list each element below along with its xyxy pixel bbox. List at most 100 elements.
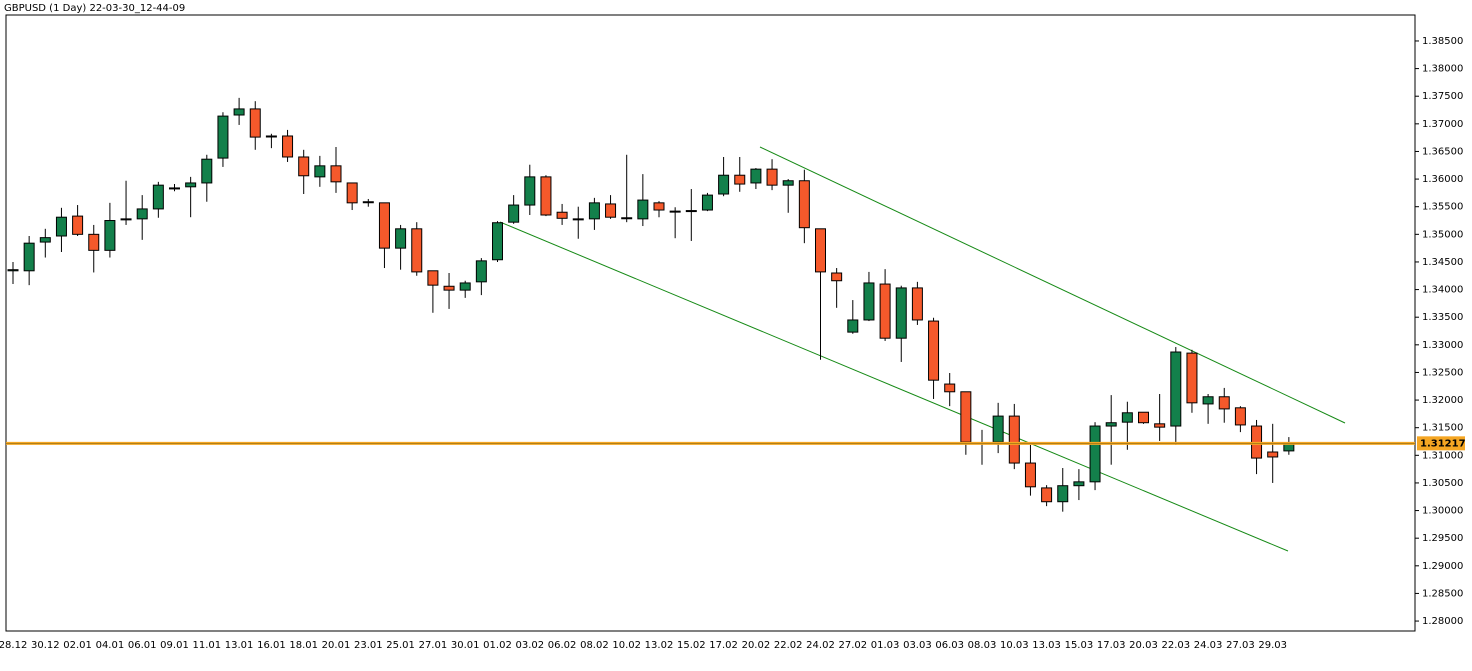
y-tick-label: 1.32500	[1422, 367, 1463, 378]
x-tick-label: 30.12	[31, 640, 60, 651]
x-tick-label: 09.01	[160, 640, 189, 651]
candle-body	[475, 260, 487, 283]
y-tick-label: 1.36000	[1422, 174, 1463, 185]
chart-title: GBPUSD (1 Day) 22-03-30_12-44-09	[4, 3, 185, 14]
candle-body	[621, 217, 633, 220]
y-tick-label: 1.31500	[1422, 423, 1463, 434]
y-tick-label: 1.38500	[1422, 36, 1463, 47]
x-tick-label: 06.01	[128, 640, 157, 651]
y-tick-label: 1.28500	[1422, 588, 1463, 599]
x-tick-label: 10.02	[612, 640, 641, 651]
candle-body	[1170, 351, 1182, 427]
x-tick-label: 25.01	[386, 640, 415, 651]
x-tick-label: 13.03	[1032, 640, 1061, 651]
candle-body	[1186, 352, 1198, 404]
candle-body	[201, 158, 213, 184]
candle-body	[588, 202, 600, 220]
candle-body	[233, 108, 245, 116]
candle-body	[928, 320, 940, 381]
candle-body	[750, 168, 762, 184]
x-tick-label: 15.02	[677, 640, 706, 651]
candle-body	[1073, 481, 1085, 487]
x-tick-label: 24.03	[1194, 640, 1223, 651]
trend-line	[759, 146, 1346, 424]
candle-body	[605, 203, 617, 218]
x-tick-label: 13.01	[225, 640, 254, 651]
candle-body	[39, 237, 51, 243]
x-tick-label: 08.02	[580, 640, 609, 651]
candle-body	[23, 242, 35, 272]
candle-body	[459, 282, 471, 291]
candle-body	[798, 180, 810, 229]
candle-body	[1008, 415, 1020, 464]
candle-body	[427, 270, 439, 286]
y-tick-label: 1.28000	[1422, 616, 1463, 627]
y-tick-label: 1.35500	[1422, 202, 1463, 213]
candle-body	[346, 182, 358, 204]
y-tick-label: 1.36500	[1422, 146, 1463, 157]
candle-body	[169, 187, 180, 190]
candle-body	[72, 215, 84, 235]
candle-body	[1154, 423, 1166, 428]
candle-body	[104, 220, 116, 251]
candle-body	[378, 202, 390, 249]
y-tick-label: 1.30500	[1422, 478, 1463, 489]
x-tick-label: 01.02	[483, 640, 512, 651]
y-tick-label: 1.34000	[1422, 285, 1463, 296]
x-tick-label: 10.03	[1000, 640, 1029, 651]
candle-body	[685, 210, 697, 213]
candle-body	[265, 135, 277, 138]
candle-body	[298, 156, 310, 177]
candle-body	[314, 165, 326, 178]
candle-body	[492, 222, 503, 261]
y-tick-label: 1.32000	[1422, 395, 1463, 406]
candle-body	[895, 287, 907, 339]
candle-body	[540, 176, 552, 216]
candle-body	[1121, 412, 1133, 423]
candle-body	[944, 383, 956, 393]
candle-body	[88, 233, 100, 251]
x-tick-label: 17.03	[1097, 640, 1126, 651]
y-tick-label: 1.29000	[1422, 561, 1463, 572]
candle-body	[185, 182, 197, 188]
candle-body	[1024, 462, 1036, 488]
candle-body	[556, 211, 568, 219]
x-tick-label: 11.01	[192, 640, 221, 651]
candle-body	[911, 287, 923, 321]
y-tick-label: 1.29500	[1422, 533, 1463, 544]
x-tick-label: 03.03	[903, 640, 932, 651]
x-tick-label: 13.02	[645, 640, 674, 651]
x-tick-label: 27.02	[838, 640, 867, 651]
candle-body	[718, 174, 730, 195]
x-tick-label: 22.02	[774, 640, 803, 651]
trend-line	[499, 221, 1289, 552]
candle-body	[508, 204, 520, 223]
x-tick-label: 06.02	[548, 640, 577, 651]
x-tick-label: 27.03	[1226, 640, 1255, 651]
candle-body	[524, 176, 536, 206]
plot-frame	[5, 14, 1416, 632]
candle-body	[1057, 485, 1069, 503]
candle-body	[669, 210, 681, 213]
candle-body	[1105, 422, 1117, 427]
x-tick-label: 01.03	[871, 640, 900, 651]
candle-body	[637, 199, 649, 220]
current-price-label: 1.31217	[1420, 438, 1466, 449]
candle-body	[217, 115, 229, 159]
candle-body	[1089, 425, 1101, 483]
candle-body	[782, 180, 794, 186]
x-tick-label: 04.01	[96, 640, 125, 651]
candle-body	[443, 285, 455, 291]
candle-body	[136, 208, 148, 220]
candle-body	[362, 201, 374, 204]
y-tick-label: 1.35000	[1422, 229, 1463, 240]
x-tick-label: 27.01	[419, 640, 448, 651]
y-tick-label: 1.30000	[1422, 506, 1463, 517]
candle-body	[831, 272, 843, 282]
candle-body	[1041, 487, 1053, 503]
candle-body	[1234, 407, 1246, 426]
x-tick-label: 03.02	[515, 640, 544, 651]
x-tick-label: 15.03	[1065, 640, 1094, 651]
x-tick-label: 02.01	[63, 640, 92, 651]
candle-body	[152, 184, 164, 210]
